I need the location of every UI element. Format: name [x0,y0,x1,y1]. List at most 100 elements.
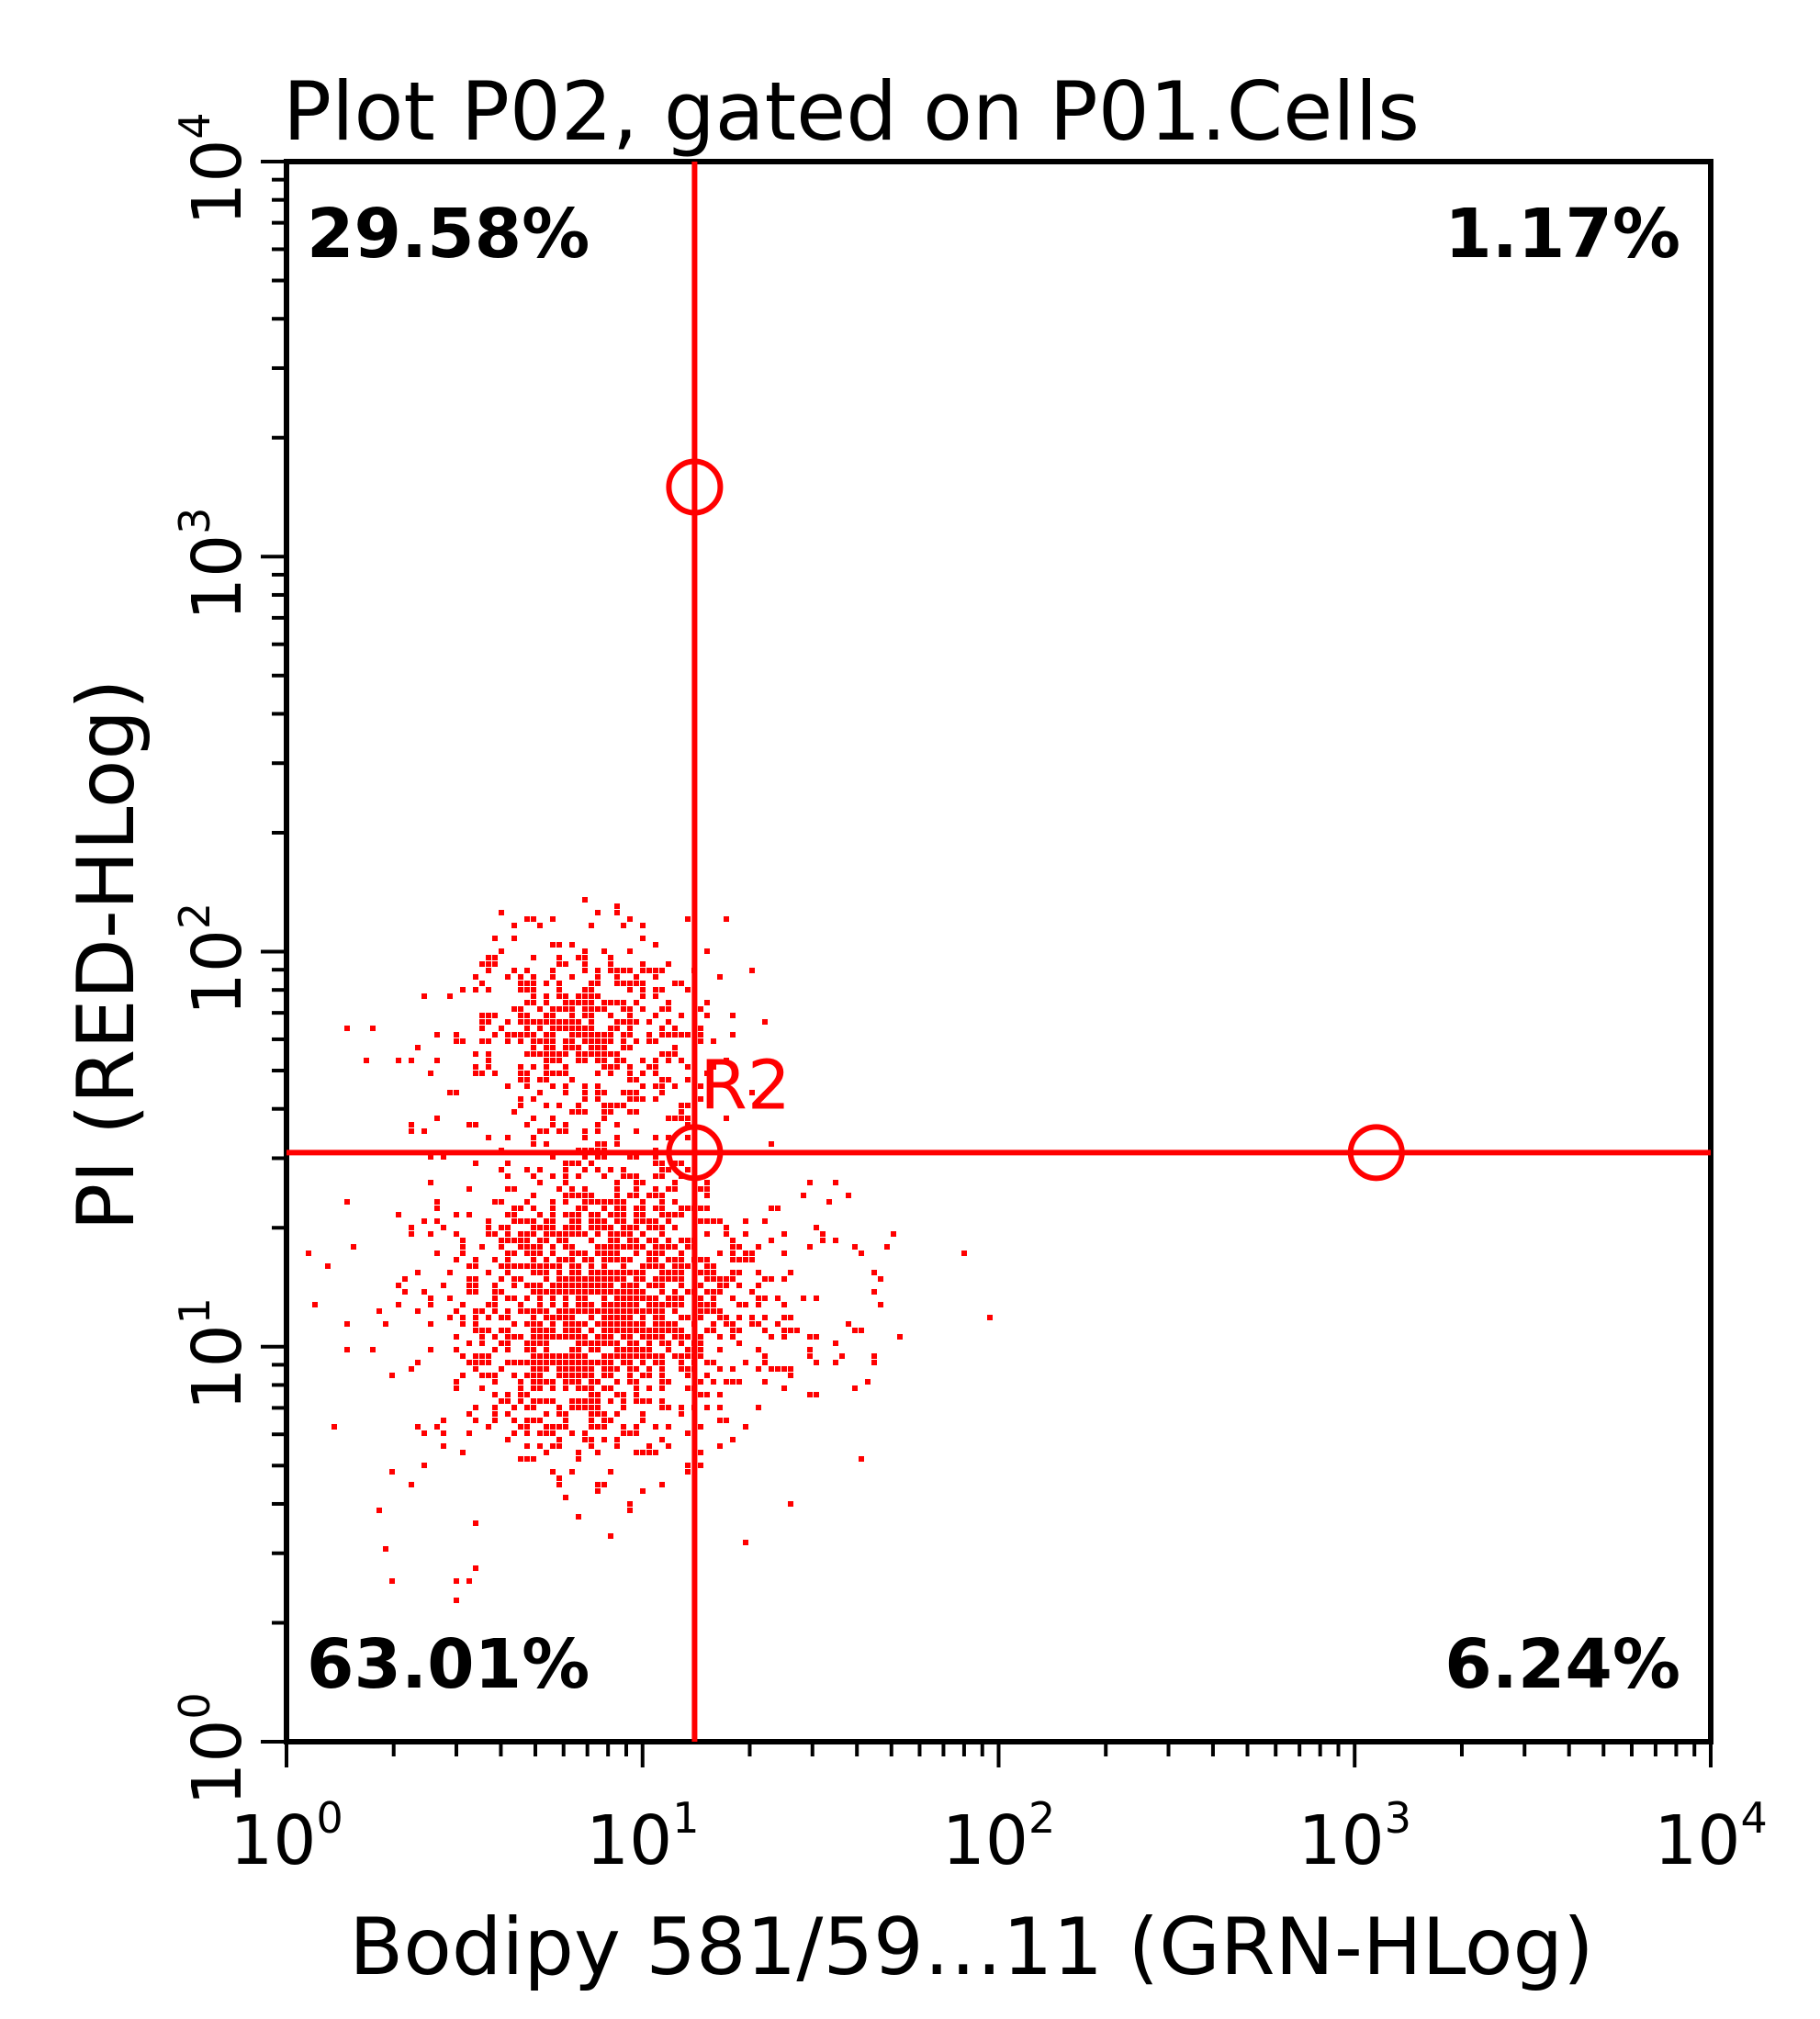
gate-handle[interactable] [1347,1124,1405,1182]
data-point [576,1225,581,1230]
data-point [646,1032,652,1038]
data-point [582,1334,588,1340]
data-point [666,1186,671,1192]
data-point [601,1437,607,1442]
data-point [556,955,562,960]
data-point [614,1218,620,1224]
data-point [698,1096,703,1102]
data-point [492,961,498,967]
data-point [569,1038,575,1044]
data-point [634,1038,639,1044]
data-point [556,993,562,999]
data-point [409,1128,414,1134]
data-point [627,987,633,993]
data-point [511,1405,517,1410]
data-point [698,1315,703,1320]
data-point [473,1520,478,1526]
x-tick-label: 104 [1654,1793,1767,1880]
data-point [486,1302,491,1307]
data-point [666,1340,671,1346]
data-point [595,1128,601,1134]
data-point [659,1398,665,1404]
data-point [537,1328,543,1333]
data-point [595,1450,601,1455]
data-point [492,955,498,960]
data-point [608,1373,613,1378]
gate-handle[interactable] [666,1124,724,1182]
data-point [601,1385,607,1391]
data-point [621,1090,626,1095]
data-point [724,1321,729,1327]
data-point [582,1251,588,1256]
data-point [544,1276,549,1282]
data-point [749,1251,755,1256]
data-point [601,1116,607,1121]
data-point [434,1058,440,1063]
data-point [736,1328,742,1333]
data-point [608,1013,613,1018]
data-point [756,1283,761,1288]
data-point [601,1283,607,1288]
data-point [621,1347,626,1352]
data-point [454,1379,459,1385]
data-point [537,1263,543,1269]
data-point [531,1418,536,1423]
data-point [679,1116,684,1121]
data-point [807,1180,813,1185]
data-point [550,1302,556,1307]
data-point [627,1296,633,1301]
data-point [531,1051,536,1057]
data-point [396,1302,401,1307]
data-point [473,1161,478,1166]
data-point [589,1161,594,1166]
data-point [569,942,575,948]
data-point [595,1032,601,1038]
data-point [499,1276,504,1282]
data-point [653,1013,658,1018]
data-point [601,1308,607,1314]
data-point [614,968,620,973]
data-point [518,1379,523,1385]
data-point [646,1283,652,1288]
data-point [614,1238,620,1243]
quadrant-gate[interactable]: R2 [286,162,1711,1742]
data-point [409,1231,414,1237]
data-point [627,1006,633,1012]
data-point [717,974,723,980]
data-point [601,1270,607,1275]
data-point [569,1430,575,1436]
data-point [762,1328,768,1333]
data-point [499,1315,504,1320]
data-point [672,1026,678,1031]
data-point [627,1270,633,1275]
data-point [640,1315,646,1320]
data-point [608,1244,613,1250]
data-point [589,1276,594,1282]
data-point [627,1013,633,1018]
data-point [711,1064,716,1070]
data-point [550,1353,556,1359]
data-point [473,1315,478,1320]
data-point [550,1296,556,1301]
data-point [537,1167,543,1172]
data-point [511,923,517,928]
data-point [595,910,601,915]
data-point [653,1283,658,1288]
data-point [492,1032,498,1038]
data-point [634,1186,639,1192]
data-point [653,1135,658,1140]
data-point [518,1302,523,1307]
data-point [826,1199,832,1205]
data-point [595,1244,601,1250]
data-point [679,1340,684,1346]
data-point [601,1090,607,1095]
data-point [486,1013,491,1018]
data-point [601,1045,607,1050]
data-point [852,1328,858,1333]
data-point [544,1013,549,1018]
data-point [730,1437,736,1442]
data-point [614,1051,620,1057]
gate-handle[interactable] [666,458,724,516]
data-point [556,1443,562,1449]
data-point [563,1000,568,1005]
